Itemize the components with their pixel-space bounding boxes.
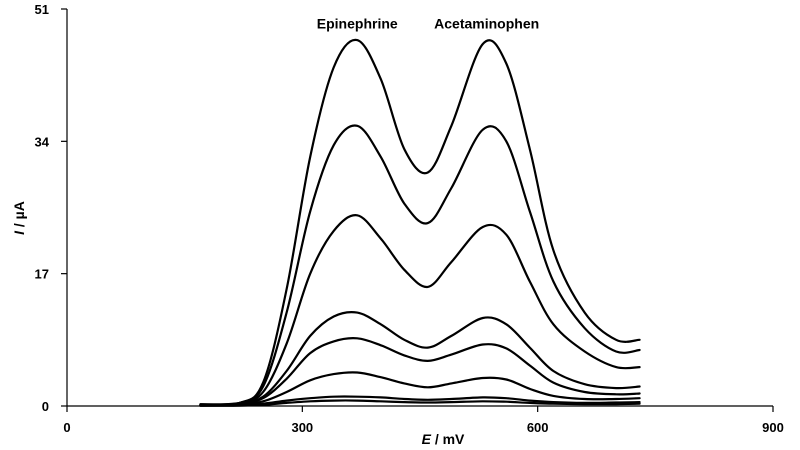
y-tick-label: 34 <box>35 134 50 149</box>
y-tick-label: 51 <box>35 2 49 17</box>
x-tick-label: 0 <box>63 420 70 435</box>
series-line-5 <box>199 337 641 407</box>
y-tick-label: 0 <box>42 399 49 414</box>
series-line-1 <box>199 38 641 407</box>
series-line-2 <box>199 124 641 406</box>
y-axis-title-unit: / µA <box>11 201 27 231</box>
series-line-8 <box>199 399 641 407</box>
x-tick-label: 900 <box>762 420 784 435</box>
series-line-3 <box>199 214 641 406</box>
x-axis-title-symbol: E <box>422 431 432 447</box>
y-axis-title-symbol: I <box>11 230 27 235</box>
y-axis-title: I / µA <box>11 201 27 235</box>
annotation-epinephrine: Epinephrine <box>317 15 398 31</box>
x-tick-label: 600 <box>527 420 549 435</box>
series-line-7 <box>199 395 641 407</box>
y-tick-group: 0 17 34 51 <box>35 2 67 414</box>
x-axis-title-unit: / mV <box>431 431 465 447</box>
y-tick-label: 17 <box>35 267 49 282</box>
series-line-4 <box>199 311 641 407</box>
x-tick-group: 0 300 600 900 <box>63 406 784 435</box>
x-axis-title: E / mV <box>422 431 465 447</box>
x-tick-label: 300 <box>291 420 313 435</box>
annotation-acetaminophen: Acetaminophen <box>434 15 539 31</box>
series-group <box>199 38 641 407</box>
series-line-6 <box>199 371 641 407</box>
